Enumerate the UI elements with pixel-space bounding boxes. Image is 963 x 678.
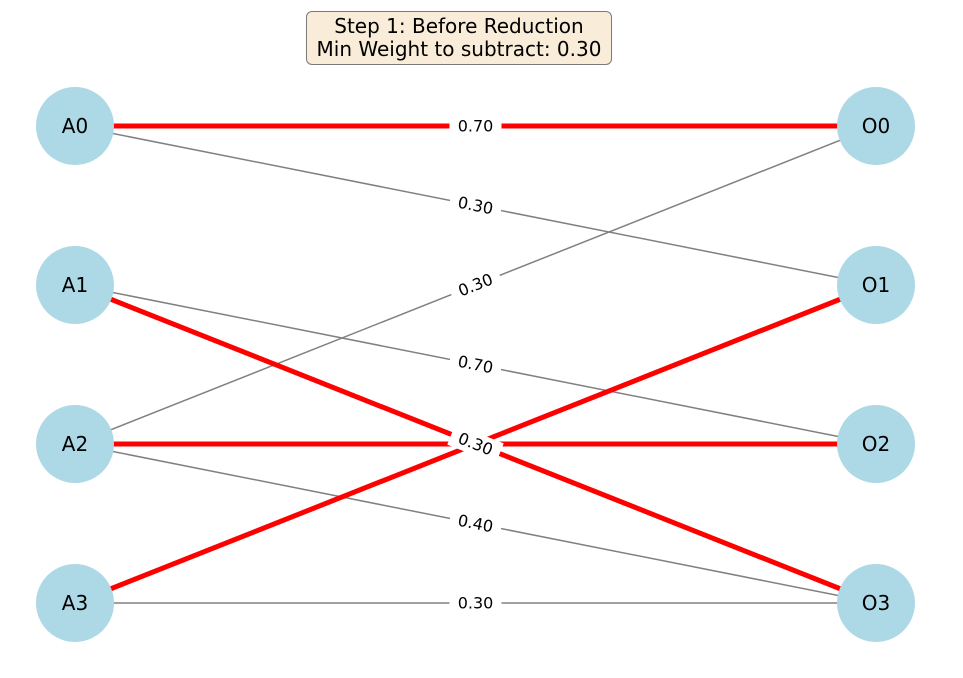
node-circle (36, 405, 114, 483)
step-title: Step 1: Before Reduction (334, 14, 584, 38)
edge-label-a0-o0: 0.70 (449, 115, 502, 137)
node-circle (837, 246, 915, 324)
node-o0: O0 (837, 87, 915, 165)
edge-label-a0-o1: 0.30 (447, 189, 504, 222)
node-circle (36, 564, 114, 642)
edge-label-background (449, 115, 502, 137)
step-title-box: Step 1: Before Reduction Min Weight to s… (306, 11, 612, 65)
edge-weight-label: 0.70 (456, 352, 495, 378)
edge-label-background (447, 265, 504, 305)
edge-label-background (447, 507, 504, 540)
node-circle (36, 87, 114, 165)
edge-label-background (447, 189, 504, 222)
edge-label-background (447, 424, 504, 464)
node-label: A0 (62, 114, 88, 138)
node-circle (837, 405, 915, 483)
nodes-layer: A0 A1 A2 A3 O0 O1 O2 O3 (36, 87, 915, 642)
node-label: O1 (862, 273, 890, 297)
node-label: O0 (862, 114, 890, 138)
node-o3: O3 (837, 564, 915, 642)
edge-label-a1-o2: 0.70 (447, 348, 504, 381)
edge-label-background (447, 348, 504, 381)
edge-weight-label: 0.70 (458, 117, 494, 136)
node-o2: O2 (837, 405, 915, 483)
node-a2: A2 (36, 405, 114, 483)
edge-label-a2-o0: 0.30 (447, 265, 504, 305)
node-label: A3 (62, 591, 88, 615)
edge-label-a1-o3: 0.30 (447, 424, 504, 464)
node-label: A1 (62, 273, 88, 297)
node-label: O2 (862, 432, 890, 456)
edge-weight-label: 0.30 (458, 594, 494, 613)
node-label: A2 (62, 432, 88, 456)
edge-label-a3-o3: 0.30 (449, 592, 502, 614)
edge-label-a2-o3: 0.40 (447, 507, 504, 540)
node-circle (36, 246, 114, 324)
node-label: O3 (862, 591, 890, 615)
node-a3: A3 (36, 564, 114, 642)
node-a1: A1 (36, 246, 114, 324)
node-circle (837, 87, 915, 165)
edge-weight-label: 0.30 (456, 193, 495, 219)
edge-labels-layer: 0.70 0.30 0.70 0.30 0.30 0.40 0.30 (447, 115, 504, 614)
edge-label-background (449, 592, 502, 614)
min-weight-text: Min Weight to subtract: 0.30 (316, 37, 602, 61)
edge-weight-label: 0.40 (456, 511, 495, 537)
node-circle (837, 564, 915, 642)
node-a0: A0 (36, 87, 114, 165)
node-o1: O1 (837, 246, 915, 324)
